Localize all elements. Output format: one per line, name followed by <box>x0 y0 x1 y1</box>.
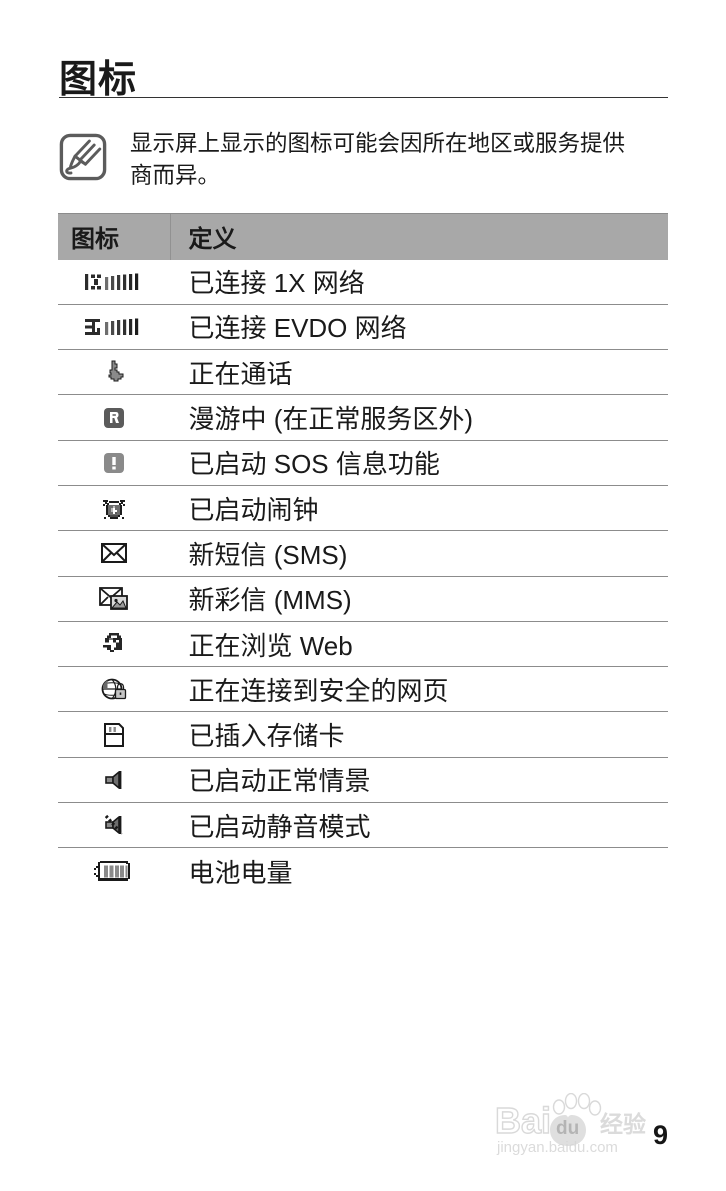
svg-text:jingyan.baidu.com: jingyan.baidu.com <box>496 1139 618 1156</box>
svg-text:du: du <box>556 1118 579 1139</box>
svg-text:经验: 经验 <box>600 1111 646 1137</box>
svg-text:Bai: Bai <box>495 1100 551 1141</box>
